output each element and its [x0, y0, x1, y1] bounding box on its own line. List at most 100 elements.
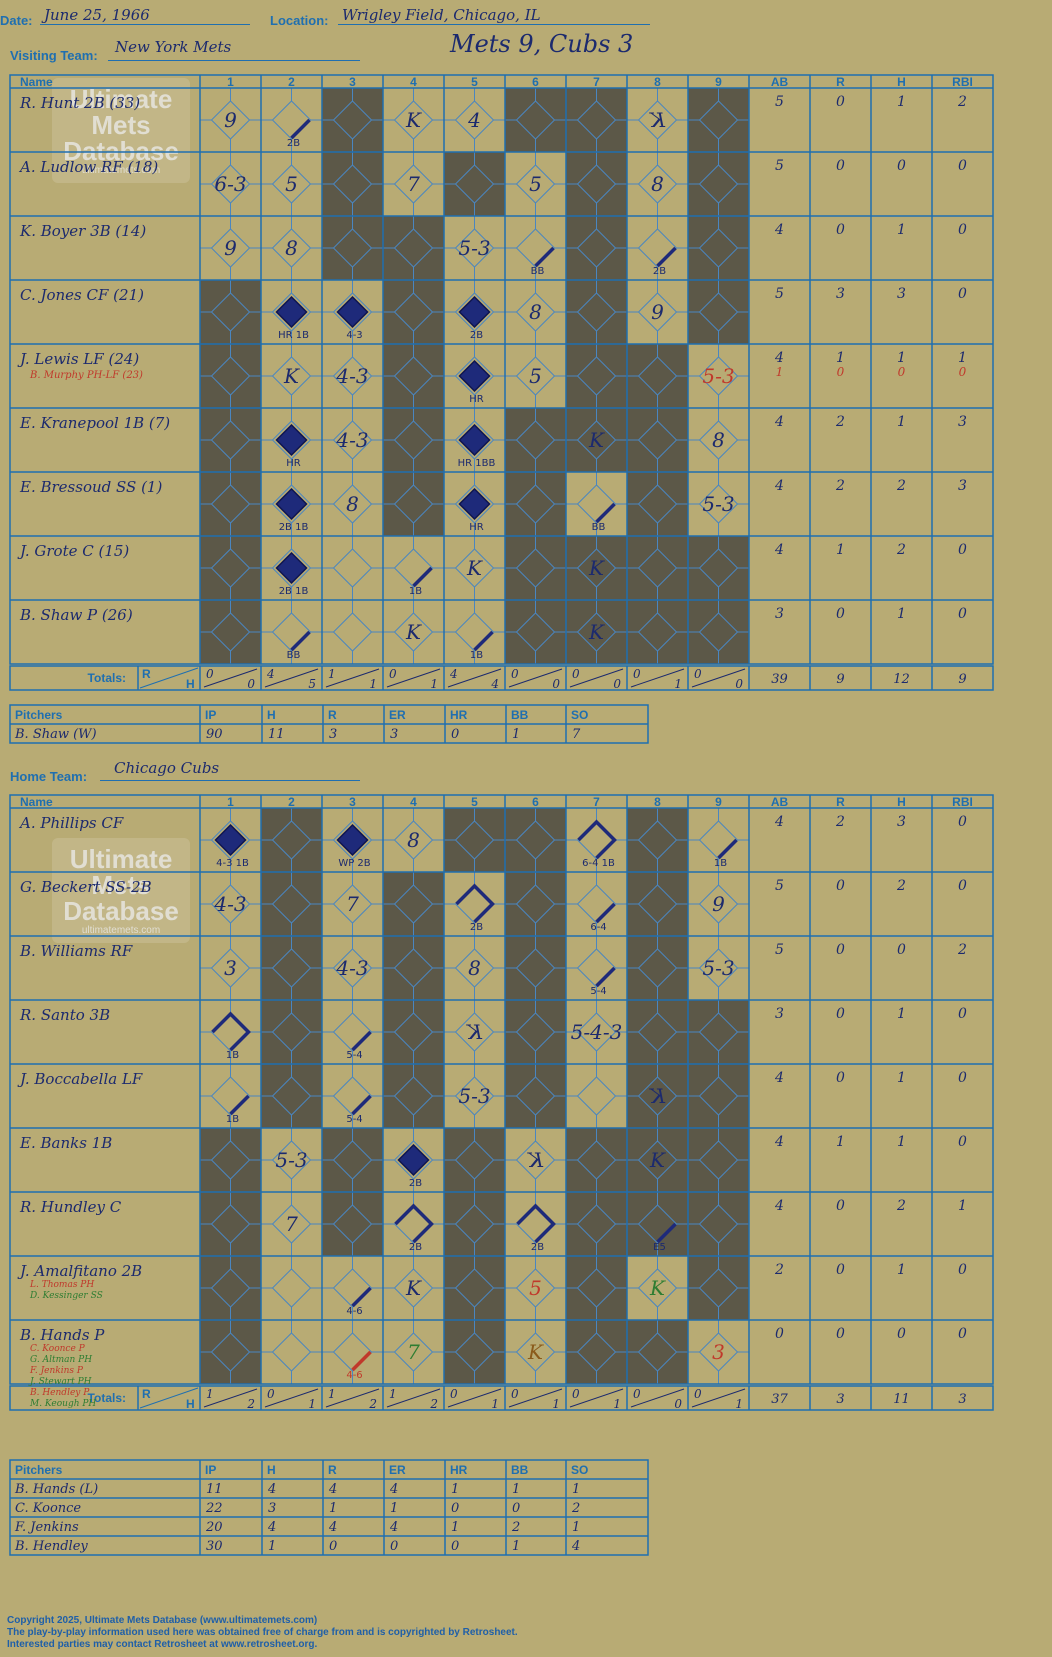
inning-hits: 0	[613, 677, 621, 691]
play-note: 2B	[531, 1242, 544, 1253]
player-stat: 5	[775, 942, 784, 958]
player-stat: 0	[775, 1326, 784, 1342]
play-result: 9	[224, 108, 237, 132]
pitcher-stat: 4	[571, 1539, 580, 1554]
player-stat: 0	[836, 1326, 845, 1342]
footer-copyright: Copyright 2025, Ultimate Mets Database (…	[7, 1615, 318, 1626]
inning-runs: 1	[206, 1387, 214, 1401]
base-diamond	[393, 1204, 434, 1244]
player-stat: 4	[774, 414, 784, 430]
run-scored-diamond	[214, 823, 247, 857]
inning-hits: 1	[491, 1397, 499, 1411]
pitcher-stat: 1	[390, 1501, 398, 1516]
pitcher-header: HR	[450, 708, 468, 722]
base-diamond	[332, 612, 373, 652]
player-stat: 1	[836, 542, 845, 558]
player-stat: 0	[958, 1326, 967, 1342]
play-result: K	[405, 1276, 422, 1300]
play-result: 4-3	[335, 364, 368, 388]
sub-player-name: D. Kessinger SS	[29, 1291, 103, 1301]
inning-runs: 0	[633, 667, 641, 681]
inning-header: 6	[532, 795, 539, 809]
inning-header: 7	[593, 795, 600, 809]
totals-label: Totals:	[88, 1391, 126, 1405]
play-result: 5-3	[702, 492, 734, 516]
player-stat: 4	[774, 478, 784, 494]
play-note: HR	[469, 394, 484, 405]
play-result: 8	[712, 428, 725, 452]
player-stat: 0	[958, 222, 967, 238]
run-scored-diamond	[275, 487, 308, 521]
pitcher-header: H	[267, 1463, 276, 1477]
run-scored-diamond	[275, 551, 308, 585]
base-diamond	[210, 1012, 251, 1052]
player-name: J. Grote C (15)	[17, 542, 129, 560]
play-result: 5-3	[275, 1148, 307, 1172]
pitcher-header: IP	[205, 708, 216, 722]
player-stat: 4	[774, 542, 784, 558]
inning-header: 8	[654, 795, 661, 809]
player-stat: 3	[897, 814, 906, 830]
play-result: 3	[224, 956, 237, 980]
player-stat: 4	[774, 1134, 784, 1150]
base-diamond	[576, 484, 617, 524]
pitcher-name: C. Koonce	[15, 1501, 81, 1516]
play-result: K	[527, 1340, 544, 1364]
player-stat: 5	[775, 94, 784, 110]
player-stat: 0	[958, 1070, 967, 1086]
play-note: 1B	[470, 650, 483, 661]
player-stat: 0	[958, 1006, 967, 1022]
basepath-line	[290, 118, 311, 140]
pitcher-stat: 3	[329, 727, 337, 742]
play-note: 4-3 1B	[216, 858, 249, 869]
play-note: 2B 1B	[279, 586, 309, 597]
basepath-line	[351, 1350, 372, 1372]
player-stat: 3	[897, 286, 906, 302]
player-stat: 2	[957, 94, 967, 110]
inning-runs: 0	[572, 667, 580, 681]
inning-hits: 4	[490, 677, 499, 691]
play-result: 8	[651, 172, 664, 196]
inning-hits: 1	[552, 1397, 560, 1411]
inning-header: 9	[715, 795, 722, 809]
stat-header: R	[836, 795, 845, 809]
inning-header: 2	[288, 795, 295, 809]
play-result: K	[527, 1148, 544, 1172]
player-stat: 0	[836, 1006, 845, 1022]
player-stat: 4	[774, 1198, 784, 1214]
stat-header: AB	[771, 75, 789, 89]
play-result: 7	[285, 1212, 298, 1236]
basepath-line	[595, 966, 616, 988]
play-result: 8	[407, 828, 420, 852]
pitcher-stat: 1	[512, 1539, 520, 1554]
play-result: K	[283, 364, 300, 388]
base-diamond	[271, 1332, 312, 1372]
play-result: 5-4-3	[571, 1020, 623, 1044]
base-diamond	[271, 1268, 312, 1308]
play-note: BB	[592, 522, 606, 533]
inning-header: 3	[349, 75, 356, 89]
play-note: BB	[531, 266, 545, 277]
play-result: 5	[529, 364, 542, 388]
pitcher-stat: 1	[451, 1520, 459, 1535]
pitcher-name: B. Hendley	[14, 1539, 88, 1554]
base-diamond	[637, 228, 678, 268]
inning-header: 3	[349, 795, 356, 809]
base-diamond	[332, 1332, 373, 1372]
player-stat: 0	[958, 606, 967, 622]
sub-player-stat: 0	[959, 365, 967, 379]
base-diamond	[271, 100, 312, 140]
pitcher-stat: 0	[451, 1539, 459, 1554]
run-scored-diamond	[275, 295, 308, 329]
inning-hits: 0	[552, 677, 560, 691]
play-result: K	[588, 428, 605, 452]
player-stat: 1	[897, 222, 906, 238]
pitcher-stat: 1	[512, 727, 520, 742]
inning-hits: 1	[430, 677, 438, 691]
inning-runs: 0	[511, 667, 519, 681]
play-note: 2B	[287, 138, 300, 149]
player-stat: 0	[836, 1262, 845, 1278]
inning-header: 4	[410, 75, 417, 89]
name-header: Name	[20, 795, 53, 809]
team-total: 37	[771, 1392, 788, 1407]
